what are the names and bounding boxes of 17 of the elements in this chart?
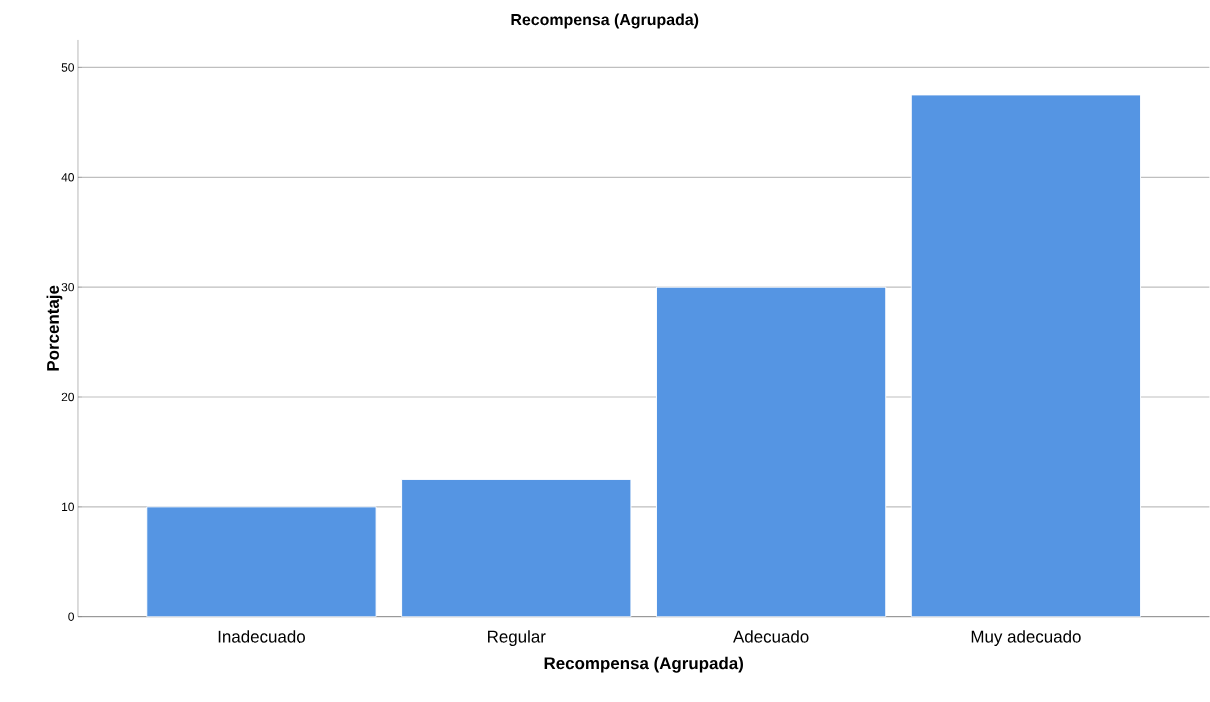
bar <box>401 479 632 617</box>
y-tick-label: 10 <box>62 502 74 512</box>
y-tick-label: 50 <box>61 63 74 72</box>
x-tick-label: Muy adecuado <box>971 630 1081 647</box>
x-tick-label: Inadecuado <box>218 630 305 643</box>
y-tick-label: 20 <box>61 392 74 402</box>
x-tick-label: Adecuado <box>733 630 809 643</box>
y-tick-label: 0 <box>68 612 74 622</box>
chart-title: Recompensa (Agrupada) <box>511 13 699 29</box>
bar <box>146 506 377 617</box>
y-axis-title: Porcentaje <box>46 285 63 371</box>
bar <box>655 286 887 617</box>
y-tick-label: 30 <box>61 283 74 292</box>
x-tick-label: Regular <box>488 630 546 647</box>
y-tick-label: 40 <box>61 173 74 182</box>
x-axis-title: Recompensa (Agrupada) <box>544 657 743 673</box>
bar <box>910 94 1142 617</box>
